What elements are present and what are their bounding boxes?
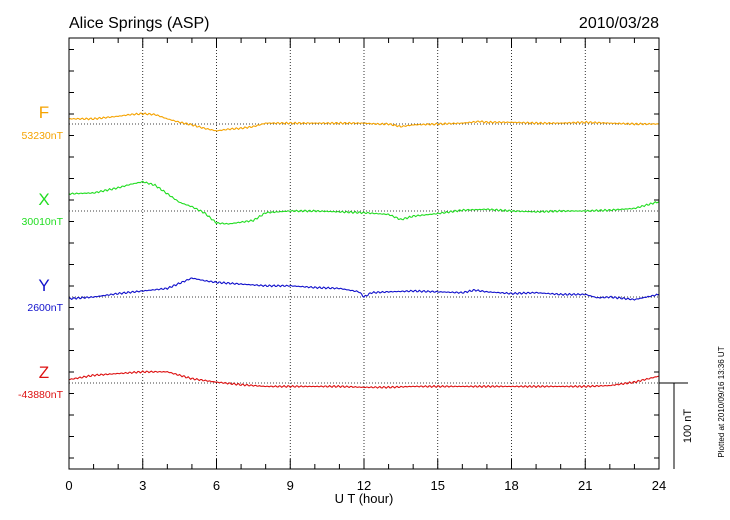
x-tick-label-0: 0 [65, 478, 72, 493]
x-tick-label-15: 15 [431, 478, 445, 493]
series-name-x: X [38, 190, 49, 209]
data-series [68, 112, 660, 389]
date-label: 2010/03/28 [579, 15, 659, 32]
station-title: Alice Springs (ASP) [69, 15, 210, 32]
series-baseline-f: 53230nT [22, 130, 64, 142]
scale-bar: 100 nT [659, 382, 694, 469]
axis-ticks: 0 3 6 9 12 15 18 21 24 [65, 38, 666, 493]
x-tick-label-12: 12 [357, 478, 371, 493]
series-labels: F 53230nT X 30010nT Y 2600nT Z -43880nT [18, 103, 64, 401]
x-tick-label-3: 3 [139, 478, 146, 493]
grid-lines [142, 38, 586, 469]
series-name-z: Z [39, 363, 49, 382]
series-line-x [68, 180, 660, 225]
scale-bar-label: 100 nT [682, 409, 694, 444]
x-tick-label-18: 18 [504, 478, 518, 493]
series-line-z [68, 370, 660, 389]
x-axis-title: U T (hour) [335, 491, 394, 506]
series-line-y [68, 277, 660, 301]
series-name-y: Y [38, 276, 49, 295]
x-tick-label-21: 21 [578, 478, 592, 493]
series-name-f: F [39, 103, 49, 122]
series-baseline-z: -43880nT [18, 389, 64, 401]
series-baseline-x: 30010nT [22, 216, 64, 228]
series-line-f [68, 112, 660, 132]
series-baseline-y: 2600nT [27, 302, 63, 314]
x-tick-label-9: 9 [287, 478, 294, 493]
plotted-timestamp: Plotted at 2010/09/16 13:36 UT [717, 346, 726, 457]
x-tick-label-6: 6 [213, 478, 220, 493]
x-tick-label-24: 24 [652, 478, 666, 493]
